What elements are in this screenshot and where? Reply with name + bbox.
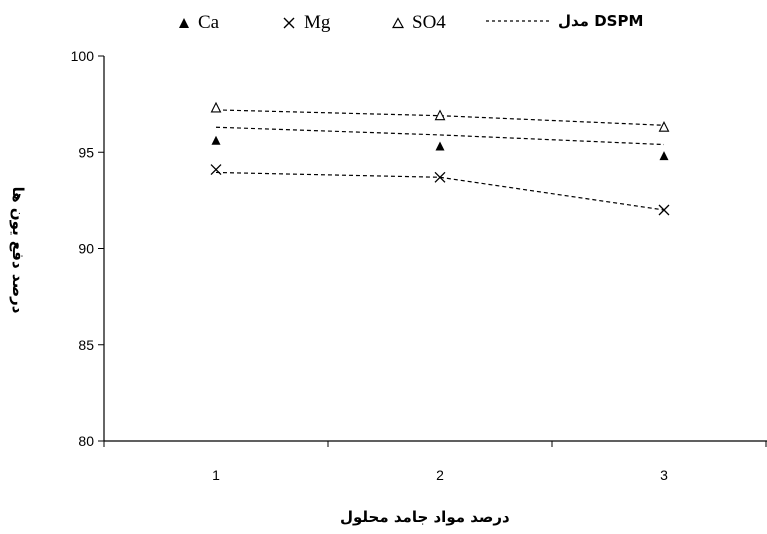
- open-triangle-marker-icon: [392, 17, 404, 29]
- y-tick-label: 80: [78, 433, 94, 449]
- y-axis-title: درصد دفع یون ها: [9, 186, 27, 314]
- legend-item-so4: SO4: [392, 12, 446, 34]
- data-point-so4: [658, 120, 670, 132]
- legend-item-ca: Ca: [178, 12, 219, 34]
- dashed-line-marker-icon: [486, 20, 550, 22]
- data-point-mg: [434, 171, 446, 183]
- y-tick-label: 100: [71, 48, 95, 64]
- x-tick-label: 1: [212, 467, 220, 483]
- y-tick-label: 85: [78, 337, 94, 353]
- x-marker-icon: [283, 17, 295, 29]
- x-axis-title: درصد مواد جامد محلول: [340, 508, 510, 526]
- y-tick-label: 90: [78, 241, 94, 257]
- data-point-ca: [211, 135, 221, 145]
- legend-item-dspm-model: DSPM مدل: [486, 12, 643, 30]
- data-point-mg: [658, 204, 670, 216]
- filled-triangle-marker-icon: [179, 18, 189, 28]
- legend-label-mg: Mg: [304, 12, 331, 33]
- legend-label-so4: SO4: [412, 12, 446, 33]
- x-tick-label: 3: [660, 467, 668, 483]
- data-point-mg: [210, 164, 222, 176]
- y-tick-label: 95: [78, 144, 94, 160]
- legend-item-mg: Mg: [282, 12, 330, 34]
- model-line-ca: [215, 126, 665, 146]
- legend-label-dspm-model: DSPM مدل: [558, 12, 644, 30]
- data-point-ca: [659, 151, 669, 161]
- data-point-so4: [434, 109, 446, 121]
- data-point-ca: [435, 141, 445, 151]
- x-tick-label: 2: [436, 467, 444, 483]
- legend-label-ca: Ca: [198, 12, 220, 33]
- data-point-so4: [210, 101, 222, 113]
- chart-legend: Ca Mg SO4 DSPM مدل: [0, 8, 767, 38]
